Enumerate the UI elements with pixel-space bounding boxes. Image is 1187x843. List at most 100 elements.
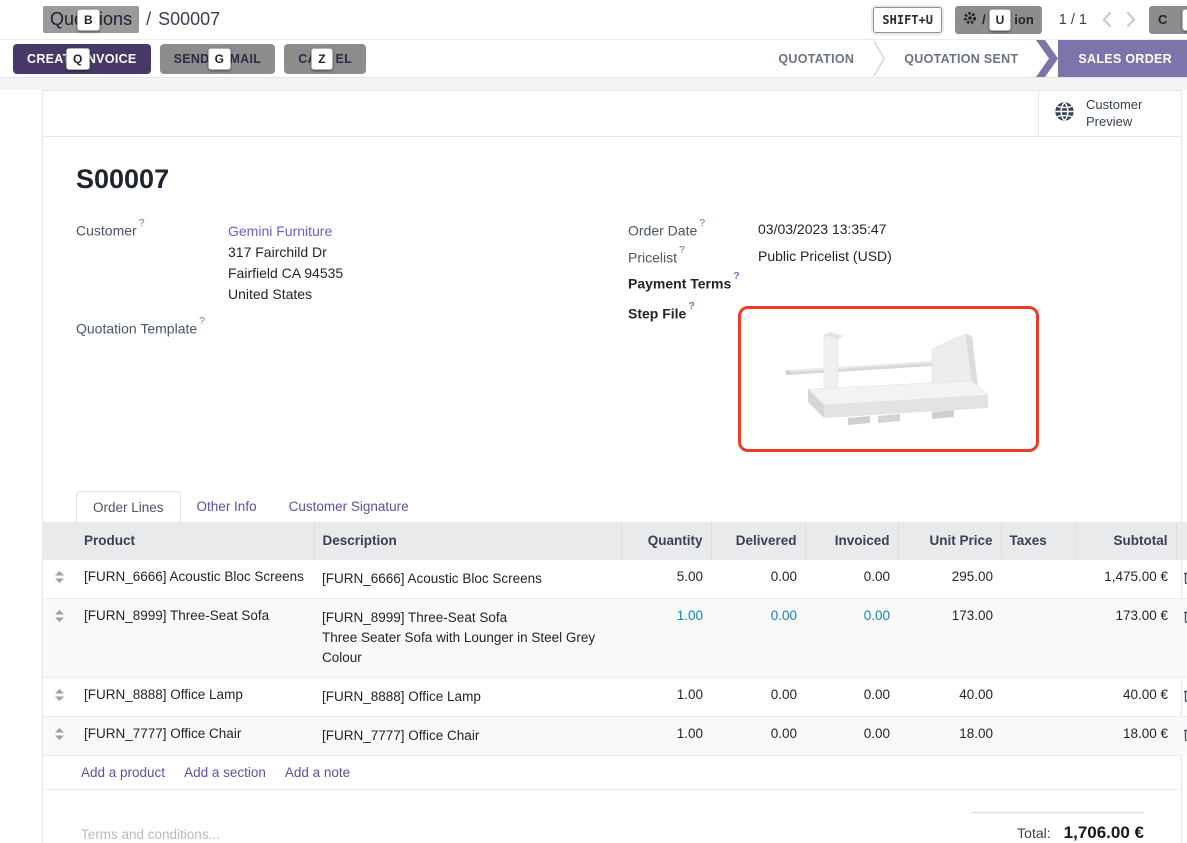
hotkey-badge-g: G (208, 48, 232, 70)
cell-unit-price[interactable]: 40.00 (898, 677, 1001, 716)
cell-invoiced[interactable]: 0.00 (805, 677, 898, 716)
drag-handle-icon[interactable] (43, 716, 76, 755)
table-row[interactable]: [FURN_8999] Three-Seat Sofa [FURN_8999] … (43, 598, 1187, 677)
cell-description[interactable]: [FURN_8999] Three-Seat Sofa Three Seater… (314, 598, 621, 677)
hotkey-badge-u: U (989, 9, 1012, 31)
cell-product[interactable]: [FURN_8999] Three-Seat Sofa (76, 598, 314, 677)
table-row[interactable]: [FURN_7777] Office Chair [FURN_7777] Off… (43, 716, 1187, 755)
action-menu-post: ion (1014, 12, 1034, 27)
cell-delivered[interactable]: 0.00 (711, 677, 805, 716)
cell-invoiced[interactable]: 0.00 (805, 716, 898, 755)
cell-description[interactable]: [FURN_8888] Office Lamp (314, 677, 621, 716)
cell-description[interactable]: [FURN_7777] Office Chair (314, 716, 621, 755)
cancel-button[interactable]: CANCEL Z (284, 44, 366, 74)
hotkey-badge-partial (1182, 9, 1187, 31)
statusbar-step-quotation[interactable]: QUOTATION (760, 40, 872, 77)
hotkey-badge-z: Z (311, 48, 333, 70)
customer-preview-button[interactable]: Customer Preview (1038, 91, 1181, 136)
send-email-button[interactable]: SEND EMAIL G (160, 44, 276, 74)
column-header-product[interactable]: Product (76, 522, 314, 560)
cell-unit-price[interactable]: 18.00 (898, 716, 1001, 755)
statusbar-step-quotation-sent[interactable]: QUOTATION SENT (886, 40, 1036, 77)
help-icon[interactable]: ? (139, 217, 145, 229)
customer-field-label: Customer? (76, 221, 228, 305)
help-icon[interactable]: ? (199, 315, 205, 327)
column-header-invoiced[interactable]: Invoiced (805, 522, 898, 560)
cell-taxes[interactable] (1001, 559, 1076, 598)
action-status-bar: CREATE INVOICE Q SEND EMAIL G CANCEL Z Q… (0, 40, 1187, 78)
delete-row-icon[interactable] (1176, 598, 1187, 677)
cell-quantity[interactable]: 1.00 (621, 677, 711, 716)
hotkey-badge-b: B (77, 9, 100, 31)
cell-unit-price[interactable]: 173.00 (898, 598, 1001, 677)
cell-invoiced[interactable]: 0.00 (805, 598, 898, 677)
help-icon[interactable]: ? (733, 270, 739, 282)
total-value: 1,706.00 € (1064, 823, 1144, 843)
terms-and-conditions-input[interactable]: Terms and conditions... (76, 827, 220, 842)
add-a-section-link[interactable]: Add a section (184, 765, 266, 780)
help-icon[interactable]: ? (699, 217, 705, 229)
table-row[interactable]: [FURN_8888] Office Lamp [FURN_8888] Offi… (43, 677, 1187, 716)
breadcrumb-quotations[interactable]: Quotaions B (43, 6, 139, 33)
cut-off-button[interactable]: C (1149, 6, 1187, 34)
form-sheet: Customer Preview S00007 Customer? Gemini… (42, 90, 1182, 843)
cell-description[interactable]: [FURN_6666] Acoustic Bloc Screens (314, 559, 621, 598)
cell-taxes[interactable] (1001, 677, 1076, 716)
drag-handle-icon[interactable] (43, 598, 76, 677)
action-menu-button[interactable]: / U ion (955, 6, 1042, 34)
shortcut-chip: SHIFT+U (873, 7, 942, 33)
delete-row-icon[interactable] (1176, 716, 1187, 755)
page-title: S00007 (76, 164, 1144, 195)
cell-unit-price[interactable]: 295.00 (898, 559, 1001, 598)
page-top-strip (0, 78, 1187, 90)
handle-column-header (43, 522, 76, 560)
pager-next-icon[interactable] (1126, 11, 1136, 28)
cell-quantity[interactable]: 1.00 (621, 716, 711, 755)
gear-icon (963, 11, 977, 28)
drag-handle-icon[interactable] (43, 559, 76, 598)
chevron-right-filled-icon (1036, 40, 1058, 77)
cell-quantity[interactable]: 1.00 (621, 598, 711, 677)
column-header-taxes[interactable]: Taxes (1001, 522, 1076, 560)
table-row[interactable]: [FURN_6666] Acoustic Bloc Screens [FURN_… (43, 559, 1187, 598)
statusbar-step-sales-order[interactable]: SALES ORDER (1058, 40, 1187, 77)
drag-handle-icon[interactable] (43, 677, 76, 716)
help-icon[interactable]: ? (679, 244, 685, 256)
button-box: Customer Preview (43, 91, 1181, 137)
tab-order-lines[interactable]: Order Lines (76, 491, 181, 522)
quotation-template-field-label: Quotation Template? (76, 319, 228, 337)
column-header-delivered[interactable]: Delivered (711, 522, 805, 560)
cell-delivered[interactable]: 0.00 (711, 559, 805, 598)
cell-quantity[interactable]: 5.00 (621, 559, 711, 598)
cell-invoiced[interactable]: 0.00 (805, 559, 898, 598)
cell-product[interactable]: [FURN_7777] Office Chair (76, 716, 314, 755)
optional-columns-header (1176, 522, 1187, 560)
column-header-unit-price[interactable]: Unit Price (898, 522, 1001, 560)
customer-link[interactable]: Gemini Furniture (228, 221, 343, 242)
cell-product[interactable]: [FURN_6666] Acoustic Bloc Screens (76, 559, 314, 598)
tab-other-info[interactable]: Other Info (181, 491, 273, 522)
pager-prev-icon[interactable] (1102, 11, 1112, 28)
breadcrumb: Quotaions B / S00007 (43, 6, 220, 33)
order-date-value[interactable]: 03/03/2023 13:35:47 (758, 221, 886, 239)
add-a-note-link[interactable]: Add a note (285, 765, 350, 780)
column-header-subtotal[interactable]: Subtotal (1076, 522, 1176, 560)
add-a-product-link[interactable]: Add a product (81, 765, 165, 780)
create-invoice-pre: CREAT (27, 52, 71, 66)
cell-taxes[interactable] (1001, 598, 1076, 677)
cell-taxes[interactable] (1001, 716, 1076, 755)
delete-row-icon[interactable] (1176, 677, 1187, 716)
cell-delivered[interactable]: 0.00 (711, 598, 805, 677)
column-header-description[interactable]: Description (314, 522, 621, 560)
cell-delivered[interactable]: 0.00 (711, 716, 805, 755)
globe-icon (1054, 101, 1075, 127)
pricelist-value[interactable]: Public Pricelist (USD) (758, 248, 892, 266)
step-file-preview[interactable] (738, 306, 1039, 452)
delete-row-icon[interactable] (1176, 559, 1187, 598)
tab-customer-signature[interactable]: Customer Signature (273, 491, 425, 522)
column-header-quantity[interactable]: Quantity (621, 522, 711, 560)
send-email-pre: SEND (174, 52, 210, 66)
help-icon[interactable]: ? (688, 300, 694, 312)
cell-product[interactable]: [FURN_8888] Office Lamp (76, 677, 314, 716)
create-invoice-button[interactable]: CREATE INVOICE Q (13, 44, 151, 74)
